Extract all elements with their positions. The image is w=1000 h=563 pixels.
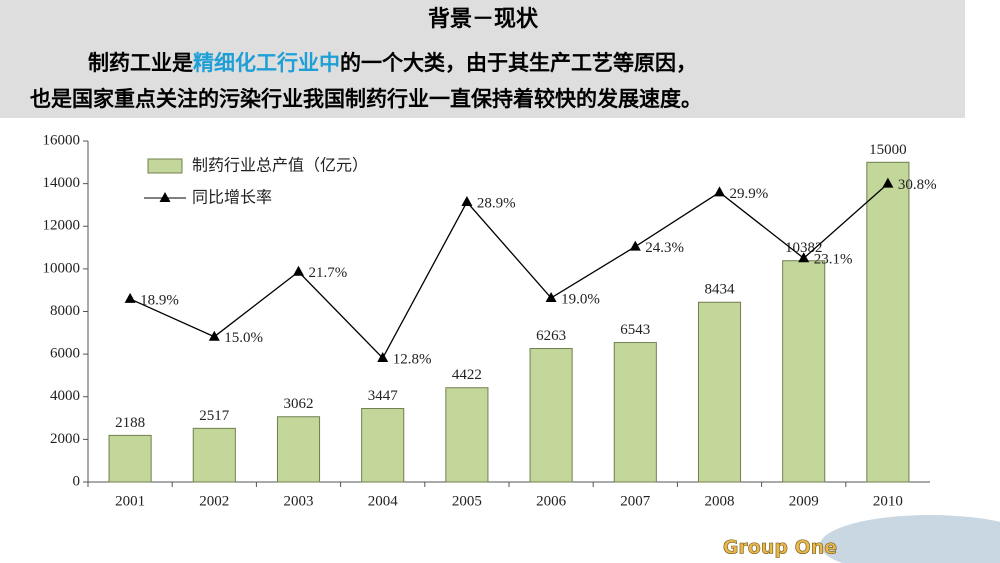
line-value-label: 29.9% bbox=[730, 186, 769, 202]
bar bbox=[276, 416, 321, 483]
line-marker bbox=[377, 352, 389, 362]
growth-line bbox=[129, 183, 889, 360]
line-marker bbox=[208, 330, 220, 341]
bar-value-label: 8434 bbox=[705, 282, 736, 298]
x-tick-label: 2001 bbox=[115, 493, 145, 509]
bar-value-label: 2517 bbox=[199, 408, 230, 424]
legend-swatch bbox=[147, 158, 183, 174]
y-tick-label: 0 bbox=[73, 473, 81, 489]
line-value-label: 30.8% bbox=[898, 177, 937, 193]
line-value-label: 19.0% bbox=[561, 291, 600, 307]
line-value-label: 21.7% bbox=[309, 265, 348, 281]
line-marker bbox=[124, 292, 136, 303]
x-tick-label: 2003 bbox=[284, 493, 314, 509]
y-tick-label: 8000 bbox=[50, 303, 80, 319]
y-tick-label: 10000 bbox=[43, 260, 81, 276]
line-value-label: 12.8% bbox=[393, 351, 432, 367]
bar bbox=[108, 434, 152, 483]
x-tick-label: 2005 bbox=[452, 493, 482, 509]
text: 的一个大类，由于其生产工艺等原因， bbox=[340, 51, 697, 75]
y-tick-label: 16000 bbox=[43, 132, 81, 148]
line-marker bbox=[882, 177, 894, 188]
bar-value-label: 15000 bbox=[869, 142, 907, 158]
bar-value-label: 4422 bbox=[452, 367, 482, 383]
line-value-label: 24.3% bbox=[645, 240, 684, 256]
x-tick-label: 2007 bbox=[620, 493, 651, 509]
bar-value-label: 3062 bbox=[284, 396, 314, 412]
legend-marker bbox=[159, 192, 171, 202]
y-tick-label: 2000 bbox=[50, 431, 80, 447]
header-band bbox=[0, 0, 965, 118]
x-tick-label: 2006 bbox=[536, 493, 567, 509]
x-tick-label: 2010 bbox=[873, 493, 903, 509]
line-marker bbox=[714, 186, 725, 197]
line-value-label: 23.1% bbox=[814, 252, 853, 268]
line-marker bbox=[293, 265, 304, 276]
bar bbox=[361, 408, 405, 483]
bar-value-label: 6263 bbox=[536, 328, 566, 344]
legend-label: 同比增长率 bbox=[192, 188, 272, 207]
line-value-label: 28.9% bbox=[477, 195, 516, 211]
y-tick-label: 12000 bbox=[43, 218, 81, 234]
x-tick-label: 2008 bbox=[705, 493, 735, 509]
bar bbox=[445, 387, 489, 483]
bar bbox=[782, 260, 826, 483]
x-tick-label: 2009 bbox=[789, 493, 819, 509]
bar bbox=[697, 301, 742, 483]
intro-line-2: 也是国家重点关注的污染行业我国制药行业一直保持着较快的发展速度。 bbox=[30, 87, 702, 111]
text: 制药工业是 bbox=[88, 51, 193, 75]
x-tick-label: 2004 bbox=[368, 493, 399, 509]
bar-value-label: 2188 bbox=[115, 415, 145, 431]
y-tick-label: 6000 bbox=[50, 346, 80, 362]
line-value-label: 15.0% bbox=[224, 330, 263, 346]
x-tick-label: 2002 bbox=[199, 493, 229, 509]
bar-value-label: 6543 bbox=[620, 322, 650, 338]
chart: 0 2000 4000 6000 8000 10000 12000 14000 16000 200… bbox=[43, 132, 937, 509]
line-marker bbox=[798, 252, 810, 263]
line-marker bbox=[461, 196, 473, 207]
highlight: 精细化工行业中 bbox=[193, 51, 340, 75]
bar bbox=[529, 348, 573, 483]
line-marker bbox=[629, 240, 641, 251]
bar bbox=[866, 161, 910, 483]
bar bbox=[192, 427, 236, 483]
footer-brand: Group One bbox=[723, 537, 837, 559]
intro-line-1: 制药工业是精细化工行业中的一个大类，由于其生产工艺等原因， bbox=[88, 51, 697, 75]
y-tick-label: 4000 bbox=[50, 388, 80, 404]
slide-title: 背景－现状 bbox=[428, 7, 539, 32]
bar-value-label: 10382 bbox=[785, 240, 823, 256]
line-marker bbox=[545, 291, 557, 302]
line-value-label: 18.9% bbox=[140, 292, 179, 308]
bar bbox=[613, 342, 657, 483]
legend-label: 制药行业总产值（亿元） bbox=[192, 156, 368, 175]
footer-decoration bbox=[820, 515, 1000, 563]
y-tick-label: 14000 bbox=[43, 175, 81, 191]
bar-value-label: 3447 bbox=[368, 388, 399, 404]
